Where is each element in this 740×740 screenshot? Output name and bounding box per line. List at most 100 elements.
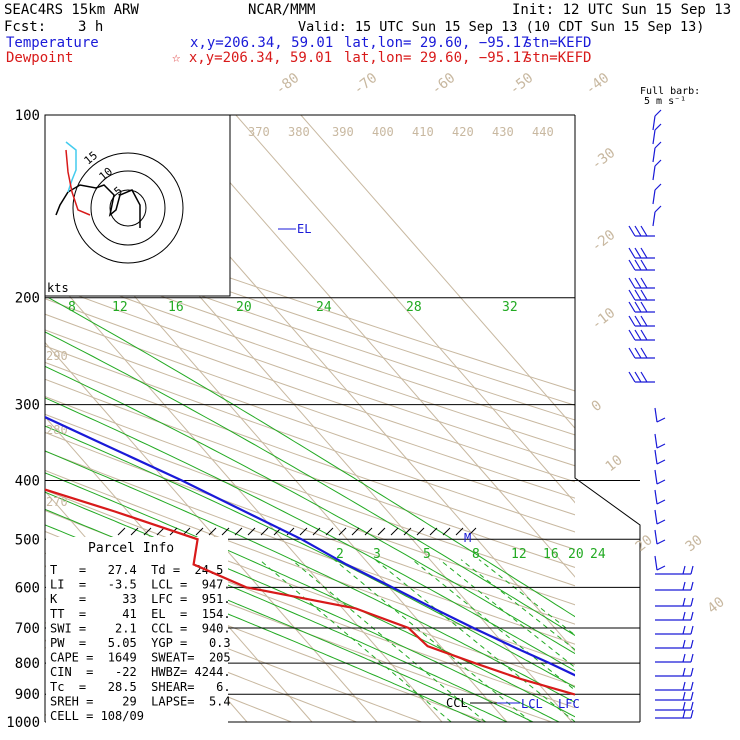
dry-adiabat-line: [45, 313, 575, 499]
mixing-ratio-line: [374, 559, 575, 723]
dry-adiabat-line: [45, 345, 575, 533]
temperature-latlon: lat,lon= 29.60, −95.17: [344, 35, 530, 51]
isotherm-label: 30: [683, 532, 706, 555]
mixing-ratio-line: [439, 559, 575, 669]
dry-adiabat-line: [45, 489, 575, 687]
hatch-mark: [234, 527, 243, 536]
parcel-info-box: Parcel Info T = 27.4 Td = 24.5LI = -3.5 L…: [46, 527, 477, 723]
hodograph-ring: [109, 189, 147, 227]
dewpoint-legend-label: Dewpoint: [6, 50, 74, 66]
pressure-label: 400: [15, 473, 40, 489]
hatch-mark: [325, 527, 334, 536]
wind-barb: [628, 259, 655, 271]
wind-barb: [654, 509, 666, 525]
hatch-mark: [156, 527, 165, 536]
sounding-profiles: [45, 415, 575, 696]
temperature-legend-label: Temperature: [6, 35, 99, 51]
hatch-mark: [195, 527, 204, 536]
parcel-row: CAPE = 1649 SWEAT= 205: [50, 651, 231, 665]
temperature-station: stn=KEFD: [524, 35, 592, 51]
parcel-row: K = 33 LFC = 951.: [50, 592, 231, 606]
theta-label: 430: [492, 125, 514, 139]
theta-label: 410: [412, 125, 434, 139]
parcel-title: Parcel Info: [88, 541, 174, 556]
hatch-mark: [442, 527, 451, 536]
mixing-ratio-line: [291, 559, 486, 723]
hatch-mark: [429, 527, 438, 536]
wind-barb: [655, 709, 694, 719]
isotherm-label: -60: [429, 70, 459, 98]
dewpoint-station: stn=KEFD: [524, 50, 592, 66]
theta-label: 270: [46, 495, 68, 509]
wind-barb: [654, 489, 666, 505]
parcel-row: CIN = -22 HWBZ= 4244.: [50, 665, 231, 679]
dewpoint-profile: [45, 488, 575, 696]
valid-time: Valid: 15 UTC Sun 15 Sep 13 (10 CDT Sun …: [298, 19, 705, 35]
hatch-mark: [416, 527, 425, 536]
isotherm-line: [45, 341, 378, 723]
hatch-mark: [377, 527, 386, 536]
dry-adiabat-line: [45, 239, 575, 421]
wind-barb: [652, 183, 662, 205]
dry-adiabat-line: [45, 574, 422, 723]
dry-adiabat-line: [45, 212, 575, 392]
hatch-mark: [208, 527, 217, 536]
mixing-ratio-line: [478, 559, 575, 636]
wind-barb: [655, 701, 694, 711]
mixing-ratio-label: 3: [373, 547, 381, 562]
hatch-mark: [455, 527, 464, 536]
wind-barb: [652, 109, 662, 131]
isotherm-label: -20: [589, 227, 619, 255]
mixing-ratio-label: 12: [511, 547, 527, 562]
hatch-mark: [312, 527, 321, 536]
hatch-mark: [351, 527, 360, 536]
isotherm-line: [170, 115, 575, 578]
dry-adiabat-line: [45, 283, 575, 467]
dry-adiabat-line: [45, 268, 575, 451]
pressure-label: 600: [15, 580, 40, 596]
isotherm-label: 40: [705, 594, 728, 617]
org-name: NCAR/MMM: [248, 2, 316, 18]
isotherm-label: -70: [351, 70, 381, 98]
wind-barb: [655, 681, 694, 691]
hatch-mark: [299, 527, 308, 536]
wind-barb: [628, 277, 655, 289]
wind-barb: [652, 159, 662, 181]
dry-adiabat-line: [45, 413, 575, 606]
wind-barb: [655, 653, 694, 663]
parcel-row: LI = -3.5 LCL = 947.: [50, 578, 231, 592]
barb-legend: Full barb:5 m s⁻¹: [640, 86, 700, 107]
dry-adiabat-line: [45, 469, 575, 666]
wind-barb: [628, 247, 655, 259]
hatch-mark: [221, 527, 230, 536]
hatch-mark: [130, 527, 139, 536]
wind-barb: [655, 611, 694, 621]
isotherm-label: -10: [589, 305, 619, 333]
theta-label: 290: [46, 349, 68, 363]
isotherm-label: -40: [583, 70, 613, 98]
hatch-mark: [364, 527, 373, 536]
theta-label: 390: [332, 125, 354, 139]
parcel-row: SREH = 29 LAPSE= 5.4: [50, 694, 231, 708]
wind-barb: [655, 597, 694, 607]
model-name: SEAC4RS 15km ARW: [4, 2, 139, 18]
hatch-mark: [403, 527, 412, 536]
temperature-xy: x,y=206.34, 59.01: [190, 35, 334, 51]
wind-barb: [654, 469, 666, 485]
wind-barb: [628, 315, 655, 327]
pressure-label: 1000: [6, 715, 40, 731]
wind-barb: [628, 347, 655, 359]
dry-adiabat-line: [45, 396, 575, 587]
hatch-mark: [260, 527, 269, 536]
moist-adiabat-label: 16: [168, 300, 184, 315]
wind-barb: [654, 449, 666, 465]
moist-adiabat-label: 20: [236, 300, 252, 315]
isotherm-label: -30: [589, 145, 619, 173]
isotherm-label: 20: [633, 532, 656, 555]
theta-label: 400: [372, 125, 394, 139]
mixing-ratio-label: 16: [543, 547, 559, 562]
hatch-mark: [143, 527, 152, 536]
el-label: EL: [297, 222, 311, 236]
hatch-mark: [247, 527, 256, 536]
